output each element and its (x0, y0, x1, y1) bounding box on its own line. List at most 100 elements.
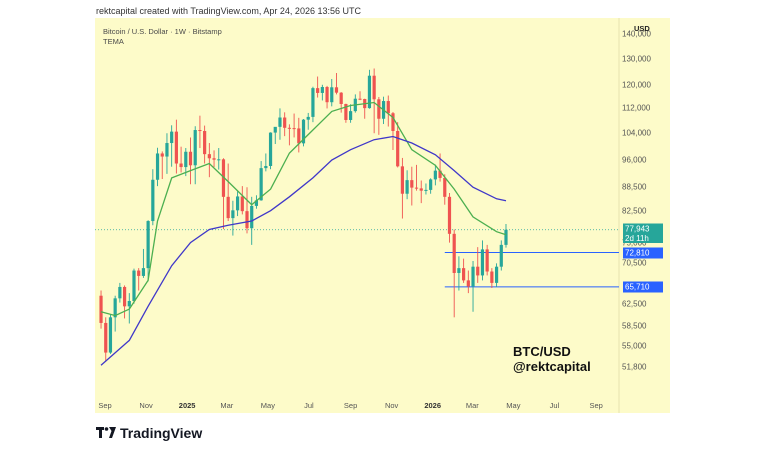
time-tick-label: Sep (98, 401, 112, 410)
candle-body (391, 113, 395, 131)
candle-body (452, 233, 456, 273)
price-tick-label: 88,500 (622, 182, 647, 192)
watermark-author: @rektcapital (513, 359, 591, 374)
price-tick-label: 51,800 (622, 362, 647, 371)
candle-body (193, 130, 197, 166)
time-tick-label: 2025 (178, 401, 196, 410)
candle-body (424, 189, 428, 191)
time-tick-label: 2026 (424, 401, 441, 410)
candle-body (405, 180, 409, 194)
candle-body (339, 92, 343, 104)
candle-body (132, 270, 136, 301)
last-price-value: 77,943 (625, 224, 650, 234)
price-tick-label: 82,500 (622, 206, 647, 216)
candle-body (386, 101, 390, 114)
candle-body (438, 170, 442, 178)
time-tick-label: Nov (384, 401, 399, 410)
candle-body (245, 211, 249, 229)
candle-body (334, 87, 339, 93)
price-tick-label: 70,500 (622, 258, 647, 268)
price-tick-label: 140,000 (622, 29, 651, 39)
candle-body (414, 187, 419, 189)
candle-body (410, 180, 414, 188)
candle-body (179, 163, 183, 168)
time-tick-label: Mar (465, 401, 479, 410)
candle-body (400, 166, 404, 194)
candle-body (250, 205, 254, 229)
candle-body (155, 153, 160, 180)
candle-body (396, 130, 400, 167)
candle-body (137, 270, 141, 276)
candle-body (429, 179, 433, 190)
symbol-title[interactable]: Bitcoin / U.S. Dollar · 1W · Bitstamp (103, 27, 222, 36)
candle-body (499, 244, 503, 267)
time-tick-label: Sep (343, 401, 358, 410)
level-badge-1: 72,810 (623, 247, 663, 259)
candle-body (457, 268, 461, 273)
candle-body (113, 298, 117, 318)
candle-body (264, 165, 268, 169)
candle-body (490, 271, 494, 283)
candle-body (367, 75, 372, 109)
candle-body (165, 143, 169, 157)
candle-body (447, 196, 452, 234)
price-tick-label: 58,500 (622, 321, 647, 331)
candle-body (217, 159, 221, 161)
ema-slow-line (100, 135, 507, 366)
candle-body (273, 126, 277, 133)
candle-body (160, 153, 164, 157)
candle-body (292, 128, 296, 130)
candle-body (433, 170, 437, 180)
candle-body (203, 130, 207, 155)
chart-area[interactable]: Bitcoin / U.S. Dollar · 1W · Bitstamp TE… (95, 18, 670, 413)
study-title[interactable]: TEMA (103, 37, 124, 46)
candle-body (494, 266, 499, 283)
candle-body (268, 132, 273, 166)
candle-body (127, 300, 131, 307)
candle-body (146, 221, 150, 269)
level-badge-2: 65,710 (623, 281, 663, 293)
candle-body (287, 127, 291, 129)
price-tick-label: 62,500 (622, 299, 647, 309)
candle-body (170, 131, 174, 144)
chart-watermark: BTC/USD @rektcapital (513, 344, 591, 374)
candle-body (372, 75, 376, 100)
candle-body (377, 99, 381, 119)
candle-body (349, 111, 353, 120)
candle-body (316, 88, 320, 93)
candle-body (104, 322, 108, 353)
chart-caption: rektcapital created with TradingView.com… (96, 6, 361, 16)
candle-body (443, 177, 447, 197)
time-tick-label: May (260, 401, 275, 410)
watermark-symbol: BTC/USD (513, 344, 571, 359)
candle-body (174, 131, 178, 164)
candle-body (462, 268, 466, 281)
candle-body (254, 200, 259, 206)
time-tick-label: Sep (589, 401, 603, 410)
price-tick-label: 130,000 (622, 54, 651, 64)
time-tick-label: Mar (220, 401, 234, 410)
price-tick-label: 55,000 (622, 341, 647, 351)
candle-body (306, 116, 310, 120)
time-tick-label: Jul (549, 401, 560, 410)
price-tick-label: 104,000 (622, 128, 651, 138)
candle-body (151, 179, 155, 222)
candle-body (118, 286, 122, 299)
candle-body (240, 196, 244, 212)
price-chart[interactable] (95, 18, 670, 413)
candle-body (198, 130, 202, 132)
candle-body (476, 266, 480, 276)
candle-body (235, 196, 240, 211)
time-tick-label: Nov (139, 401, 153, 410)
currency-label[interactable]: USD (634, 24, 650, 33)
candle-body (278, 117, 282, 127)
candle-body (231, 210, 235, 219)
candle-body (485, 249, 489, 272)
price-tick-label: 96,000 (622, 155, 647, 165)
candle-body (466, 280, 470, 287)
tradingview-mark-icon (96, 427, 116, 438)
candle-body (320, 87, 324, 93)
candle-body (301, 119, 306, 144)
candle-body (207, 154, 211, 159)
candle-body (358, 98, 362, 100)
